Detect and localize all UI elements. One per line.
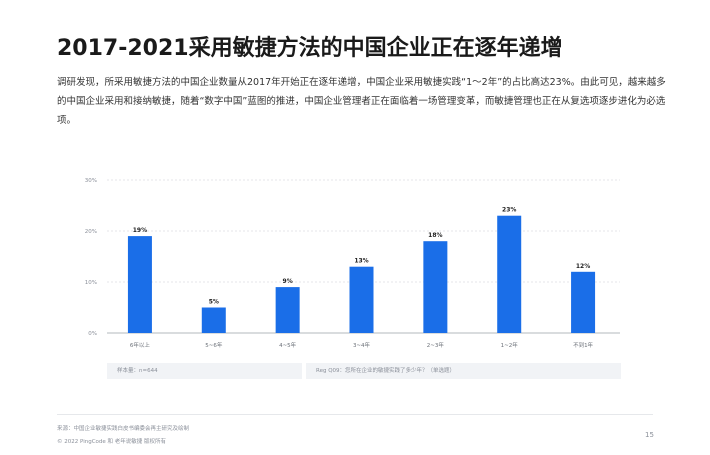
- y-tick-label: 0%: [88, 331, 97, 337]
- data-label: 13%: [354, 258, 368, 265]
- x-tick-label: 5~6年: [205, 341, 223, 349]
- survey-question-note: Reg Q09：您所在企业的敏捷实践了多少年？（单选题）: [306, 363, 621, 379]
- source-note: 来源：中国企业敏捷实践白皮书编委会再主研究及绘制: [57, 426, 190, 432]
- x-tick-label: 2~3年: [427, 341, 445, 349]
- page-number: 15: [645, 431, 654, 439]
- bar: [201, 307, 226, 333]
- footer-divider: [57, 414, 653, 415]
- y-tick-label: 20%: [85, 229, 97, 235]
- data-label: 18%: [428, 232, 442, 239]
- x-tick-label: 1~2年: [501, 341, 519, 349]
- bar: [497, 215, 522, 333]
- sample-size-note: 样本量：n=644: [107, 363, 302, 379]
- bar: [571, 271, 596, 333]
- bar: [275, 287, 300, 333]
- bar-chart: 0% 10% 20% 30% 19% 6年以上 5% 5~6年 9% 4~5年 13% 3~4年 18%…: [85, 178, 620, 349]
- data-label: 23%: [502, 207, 516, 214]
- y-tick-label: 10%: [85, 280, 97, 286]
- x-tick-label: 6年以上: [130, 341, 150, 349]
- bar: [127, 236, 152, 333]
- bar: [423, 241, 448, 333]
- x-tick-label: 不到1年: [573, 341, 593, 349]
- y-tick-label: 30%: [85, 178, 97, 184]
- copyright-note: © 2022 PingCode 和 老年说敏捷 版权所有: [57, 439, 167, 445]
- x-tick-label: 4~5年: [279, 341, 297, 349]
- x-tick-label: 3~4年: [353, 341, 371, 349]
- data-label: 9%: [283, 278, 293, 285]
- bar: [349, 266, 374, 333]
- data-label: 5%: [209, 299, 219, 306]
- data-label: 12%: [576, 263, 590, 270]
- intro-paragraph: 调研发现，所采用敏捷方法的中国企业数量从2017年开始正在逐年递增，中国企业采用…: [57, 77, 666, 126]
- page-title: 2017-2021采用敏捷方法的中国企业正在逐年递增: [57, 36, 563, 61]
- data-label: 19%: [133, 227, 147, 234]
